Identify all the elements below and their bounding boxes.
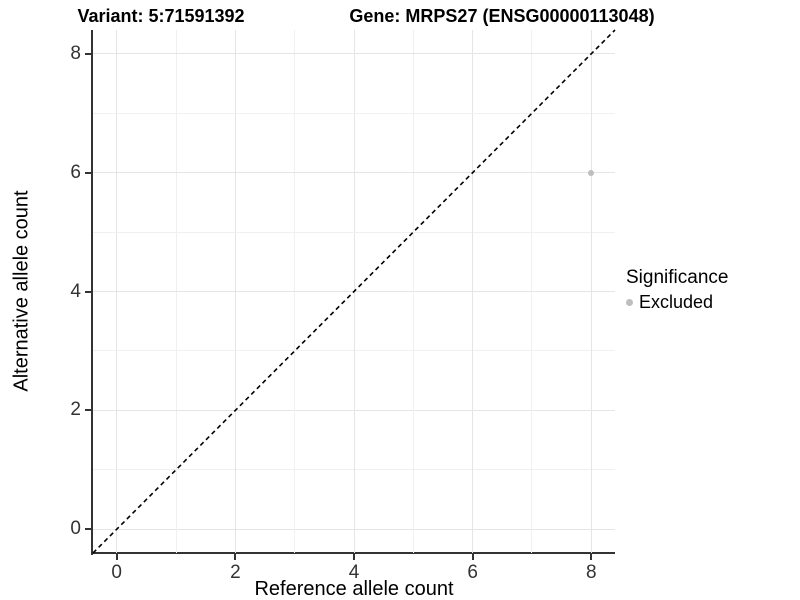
y-tick-mark <box>85 290 91 293</box>
gene-title: Gene: MRPS27 (ENSG00000113048) <box>349 6 655 26</box>
y-tick-label: 6 <box>70 161 81 183</box>
gridline-vertical <box>590 30 592 553</box>
gridline-horizontal <box>93 53 615 55</box>
x-tick-mark <box>353 554 355 560</box>
legend-item-excluded: Excluded <box>626 290 728 314</box>
gridline-horizontal <box>93 112 615 114</box>
variant-title: Variant: 5:71591392 <box>77 6 245 26</box>
y-tick-mark <box>85 52 91 55</box>
x-axis-line <box>91 552 615 554</box>
y-tick-label: 0 <box>70 518 81 540</box>
data-point <box>588 169 595 176</box>
gridline-vertical <box>412 30 414 553</box>
x-tick-label: 8 <box>585 562 597 583</box>
plot-panel: 0 2 4 6 8 0 2 4 6 8 <box>70 29 616 583</box>
legend: Significance Excluded <box>626 266 728 314</box>
gridline-horizontal <box>93 231 615 233</box>
y-tick-mark <box>85 171 91 174</box>
gridline-vertical <box>472 30 474 553</box>
x-axis-title: Reference allele count <box>254 578 454 600</box>
x-tick-label: 6 <box>467 562 478 583</box>
x-tick-label: 0 <box>111 562 122 583</box>
gridline-vertical <box>531 30 533 553</box>
legend-title: Significance <box>626 267 729 288</box>
x-tick-mark <box>590 554 593 560</box>
x-tick-label: 4 <box>348 562 360 583</box>
y-tick-label: 4 <box>70 280 81 302</box>
legend-item-label: Excluded <box>639 292 714 312</box>
excluded-point-icon <box>626 298 633 306</box>
gridline-horizontal <box>93 172 615 174</box>
y-tick-mark <box>85 409 91 412</box>
y-tick-label: 8 <box>70 42 81 64</box>
x-tick-mark <box>115 554 118 560</box>
x-tick-mark <box>471 554 474 560</box>
identity-line <box>92 29 616 554</box>
x-tick-label: 2 <box>230 562 241 583</box>
y-axis-line <box>91 30 93 555</box>
y-tick-label: 2 <box>70 399 81 421</box>
y-tick-mark <box>85 528 91 531</box>
y-axis-title: Alternative allele count <box>10 190 33 392</box>
x-tick-mark <box>234 554 237 560</box>
